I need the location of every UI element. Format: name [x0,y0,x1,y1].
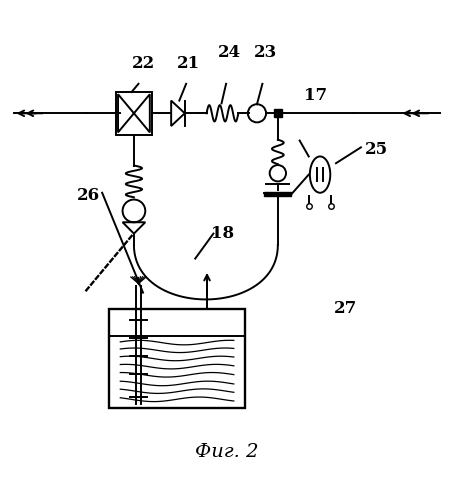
Text: 17: 17 [304,87,327,104]
Bar [116,92,152,135]
Text: 23: 23 [254,43,277,60]
Text: 26: 26 [77,187,100,204]
Text: 24: 24 [218,43,241,60]
Text: 18: 18 [211,225,234,242]
Text: 25: 25 [365,141,388,158]
Text: 27: 27 [333,300,357,317]
Text: 21: 21 [177,55,200,72]
Text: Фиг. 2: Фиг. 2 [195,443,259,461]
Bar [264,192,291,196]
Bar [109,308,245,408]
Text: 22: 22 [131,55,155,72]
